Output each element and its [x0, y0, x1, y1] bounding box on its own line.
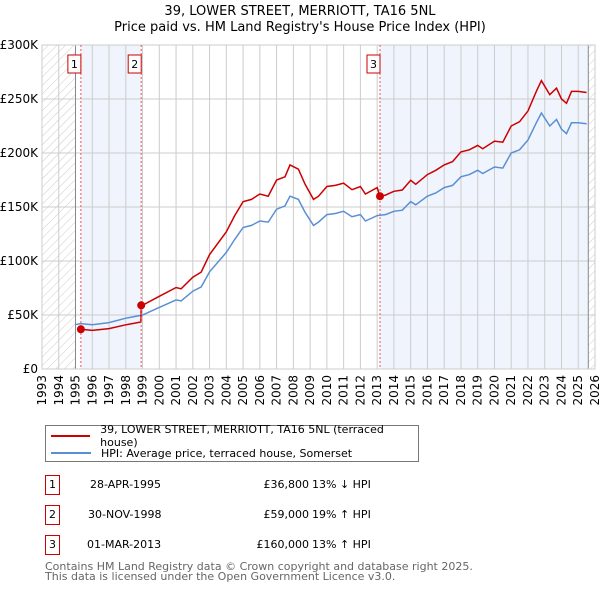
legend-red-line	[51, 435, 91, 437]
sale-date: 28-APR-1995	[90, 478, 162, 491]
x-tick-label: 2012	[353, 375, 367, 406]
legend-label: 39, LOWER STREET, MERRIOTT, TA16 5NL (te…	[100, 423, 384, 449]
y-tick-label: £100K	[0, 254, 39, 268]
plot-border	[41, 44, 596, 370]
x-tick-label: 2019	[471, 375, 485, 406]
sale-badge: 1	[45, 475, 60, 495]
x-tick-label: 1995	[69, 375, 83, 406]
x-tick-label: 1999	[136, 375, 150, 406]
y-tick-label: £0	[23, 362, 38, 376]
sale-badge: 3	[45, 535, 60, 555]
sale-price: £59,000	[263, 508, 310, 521]
legend-blue-line	[51, 452, 91, 454]
legend-item-property: 39, LOWER STREET, MERRIOTT, TA16 5NL (te…	[51, 423, 418, 449]
x-tick-label: 2024	[554, 375, 568, 406]
x-tick-label: 2003	[203, 375, 217, 406]
x-tick-label: 2000	[152, 375, 166, 406]
x-tick-label: 1994	[52, 375, 66, 406]
hpi-line	[75, 111, 587, 326]
price-paid-line	[80, 79, 587, 332]
x-tick-label: 2001	[169, 375, 183, 406]
sale-price: £160,000	[256, 538, 310, 551]
x-tick-label: 1993	[35, 375, 49, 406]
sale-date: 01-MAR-2013	[87, 538, 162, 551]
sale-hpi: 19% ↑ HPI	[312, 508, 371, 521]
x-tick-label: 2025	[571, 375, 585, 406]
x-tick-label: 2020	[487, 375, 501, 406]
x-tick-label: 1996	[85, 375, 99, 406]
y-tick-label: £50K	[7, 308, 39, 322]
x-tick-label: 2015	[404, 375, 418, 406]
footer-copyright: Contains HM Land Registry data © Crown c…	[45, 560, 473, 573]
x-tick-label: 2016	[420, 375, 434, 406]
y-tick-label: £150K	[0, 200, 39, 214]
sale-label-box	[127, 54, 142, 74]
x-tick-label: 2026	[588, 375, 600, 406]
x-tick-label: 2004	[219, 375, 233, 406]
sale-point	[376, 192, 385, 201]
y-tick-label: £250K	[0, 92, 39, 106]
x-tick-label: 2008	[286, 375, 300, 406]
x-tick-label: 1998	[119, 375, 133, 406]
sale-label: 1	[71, 58, 78, 71]
x-tick-label: 2007	[270, 375, 284, 406]
sale-row: 1 28-APR-1995 £36,800 13% ↓ HPI	[45, 475, 465, 495]
sale-date: 30-NOV-1998	[88, 508, 162, 521]
sale-badge: 2	[45, 505, 60, 525]
sale-label: 3	[370, 58, 377, 71]
y-tick-label: £300K	[0, 38, 39, 52]
x-tick-label: 2021	[504, 375, 518, 406]
sale-hpi: 13% ↑ HPI	[312, 538, 371, 551]
x-tick-label: 1997	[102, 375, 116, 406]
x-tick-label: 2005	[236, 375, 250, 406]
legend-item-hpi: HPI: Average price, terraced house, Some…	[51, 445, 352, 461]
x-tick-label: 2018	[454, 375, 468, 406]
x-tick-label: 2022	[521, 375, 535, 406]
x-tick-label: 2017	[437, 375, 451, 406]
sale-price: £36,800	[263, 478, 310, 491]
chart-title: 39, LOWER STREET, MERRIOTT, TA16 5NL	[164, 4, 436, 19]
x-tick-label: 2009	[303, 375, 317, 406]
legend-label: HPI: Average price, terraced house, Some…	[101, 446, 353, 460]
legend: 39, LOWER STREET, MERRIOTT, TA16 5NL (te…	[45, 423, 419, 462]
sale-row: 3 01-MAR-2013 £160,000 13% ↑ HPI	[45, 535, 465, 555]
sale-label-box	[67, 54, 82, 74]
sale-point	[137, 301, 146, 310]
sale-row: 2 30-NOV-1998 £59,000 19% ↑ HPI	[45, 505, 465, 525]
x-tick-label: 2023	[538, 375, 552, 406]
footer-licence: This data is licensed under the Open Gov…	[45, 570, 396, 583]
sale-label: 2	[131, 58, 138, 71]
y-tick-label: £200K	[0, 146, 39, 160]
x-tick-label: 2013	[370, 375, 384, 406]
sale-label-box	[366, 54, 381, 74]
x-tick-label: 2002	[186, 375, 200, 406]
x-tick-label: 2011	[337, 375, 351, 406]
x-tick-label: 2006	[253, 375, 267, 406]
x-tick-label: 2014	[387, 375, 401, 406]
x-tick-label: 2010	[320, 375, 334, 406]
chart-subtitle: Price paid vs. HM Land Registry's House …	[114, 20, 486, 35]
sale-point	[76, 325, 85, 334]
sale-hpi: 13% ↓ HPI	[312, 478, 371, 491]
